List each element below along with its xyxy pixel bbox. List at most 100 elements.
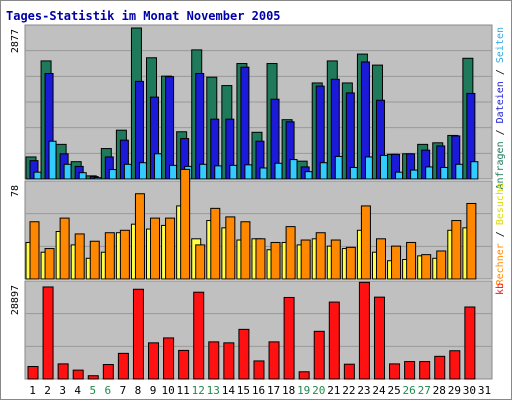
- bars: [25, 168, 477, 280]
- x-tick-label: 31: [478, 384, 491, 397]
- x-tick-label: 23: [357, 384, 370, 397]
- bar-seiten-day-20: [319, 162, 328, 180]
- bar-rechner-day-18: [285, 226, 296, 280]
- bar-rechner-day-17: [270, 241, 281, 280]
- bar-kb-day-20: [313, 330, 325, 380]
- x-tick-label: 1: [29, 384, 36, 397]
- x-tick-label: 18: [282, 384, 295, 397]
- x-tick-label: 27: [418, 384, 431, 397]
- bar-kb-day-22: [343, 363, 355, 380]
- legend-entry: kb: [495, 283, 506, 295]
- bar-kb-day-6: [102, 364, 114, 380]
- bar-seiten-day-28: [440, 166, 449, 180]
- bar-kb-day-10: [163, 337, 175, 380]
- legend-entry: Rechner: [495, 243, 506, 285]
- x-tick-label: 4: [74, 384, 81, 397]
- bar-rechner-day-6: [104, 232, 115, 280]
- bar-kb-day-7: [117, 352, 129, 380]
- bar-rechner-day-10: [165, 217, 176, 280]
- series-legend-label: Rechner / Besuche: [495, 183, 506, 285]
- series-legend-label: kb: [495, 283, 506, 295]
- bar-rechner-day-16: [255, 238, 266, 280]
- bar-seiten-day-26: [410, 169, 419, 180]
- x-tick-label: 3: [59, 384, 66, 397]
- y-max-label: 78: [10, 185, 21, 197]
- bar-rechner-day-15: [240, 221, 251, 280]
- bar-rechner-day-27: [421, 254, 432, 280]
- bar-rechner-day-13: [210, 207, 221, 280]
- bar-seiten-day-9: [154, 153, 163, 180]
- bar-kb-day-16: [253, 360, 265, 380]
- x-tick-label: 10: [161, 384, 174, 397]
- bar-kb-day-30: [464, 306, 476, 380]
- bar-rechner-day-14: [225, 216, 236, 280]
- bar-kb-day-29: [449, 350, 461, 380]
- x-tick-label: 19: [297, 384, 310, 397]
- bar-rechner-day-30: [466, 202, 477, 280]
- bar-dateien-day-15: [240, 66, 250, 180]
- bar-seiten-day-18: [289, 159, 298, 180]
- x-tick-label: 25: [387, 384, 400, 397]
- bar-kb-day-24: [373, 296, 385, 380]
- x-axis-labels: 1 2 3 4 5 6 7 8 9 10 11 12 13 14 15 16 17 18 19 20 21 22 23 24 2…: [29, 384, 491, 397]
- panel-hits: 2877 Anfragen / Dateien / Seiten: [10, 24, 506, 190]
- x-tick-label: 9: [150, 384, 157, 397]
- bar-kb-day-14: [223, 342, 235, 380]
- bar-seiten-day-27: [425, 166, 434, 180]
- x-tick-label: 2: [44, 384, 51, 397]
- series-legend-label: Anfragen / Dateien / Seiten: [495, 27, 506, 190]
- bar-seiten-day-25: [395, 171, 404, 180]
- bar-kb-day-19: [298, 371, 310, 380]
- x-tick-label: 26: [403, 384, 416, 397]
- x-tick-label: 12: [192, 384, 205, 397]
- bar-seiten-day-19: [304, 171, 313, 180]
- bar-seiten-day-21: [334, 155, 343, 180]
- bar-rechner-day-7: [119, 229, 130, 280]
- bar-kb-day-1: [27, 366, 39, 380]
- bar-rechner-day-4: [74, 233, 85, 280]
- bar-seiten-day-15: [244, 164, 253, 180]
- x-tick-label: 15: [237, 384, 250, 397]
- x-tick-label: 28: [433, 384, 446, 397]
- bar-seiten-day-1: [33, 171, 42, 180]
- panel-visits: 78 Rechner / Besuche: [10, 168, 506, 285]
- x-tick-label: 11: [177, 384, 190, 397]
- bar-rechner-day-12: [195, 244, 206, 280]
- bar-rechner-day-3: [59, 217, 70, 280]
- bar-seiten-day-17: [274, 162, 283, 180]
- bar-rechner-day-1: [29, 221, 40, 280]
- x-tick-label: 20: [312, 384, 325, 397]
- bar-seiten-day-7: [123, 163, 132, 180]
- x-tick-label: 14: [222, 384, 236, 397]
- bar-rechner-day-24: [375, 238, 386, 280]
- bar-kb-day-28: [434, 355, 446, 380]
- bar-seiten-day-5: [93, 177, 102, 180]
- bar-rechner-day-11: [180, 168, 191, 280]
- bar-kb-day-13: [208, 341, 220, 380]
- bar-kb-day-15: [238, 328, 250, 380]
- bar-seiten-day-6: [108, 169, 117, 180]
- bar-seiten-day-12: [199, 163, 208, 180]
- bar-kb-day-27: [419, 361, 431, 380]
- legend-entry: Seiten: [495, 27, 506, 63]
- bar-rechner-day-28: [436, 250, 447, 280]
- x-tick-label: 29: [448, 384, 461, 397]
- bar-seiten-day-3: [63, 163, 72, 180]
- bar-kb-day-21: [328, 301, 340, 380]
- bar-rechner-day-9: [150, 217, 161, 280]
- bar-kb-day-18: [283, 296, 295, 380]
- gridlines: [25, 313, 492, 347]
- y-max-label: 2877: [10, 29, 21, 53]
- y-max-label: 28897: [10, 285, 21, 315]
- legend-entry: Besuche: [495, 183, 506, 225]
- legend-entry: /: [495, 63, 506, 81]
- bar-rechner-day-20: [315, 232, 326, 280]
- x-tick-label: 7: [120, 384, 127, 397]
- bar-kb-day-12: [193, 291, 205, 380]
- bar-dateien-day-10: [165, 76, 175, 180]
- bar-kb-day-5: [87, 375, 99, 380]
- bar-kb-day-4: [72, 369, 84, 380]
- bar-rechner-day-21: [330, 239, 341, 280]
- bar-seiten-day-4: [78, 172, 87, 180]
